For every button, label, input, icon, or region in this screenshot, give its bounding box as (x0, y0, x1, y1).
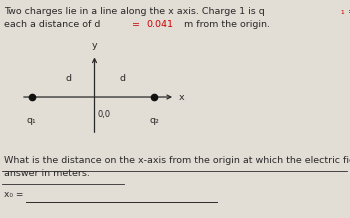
Text: ₁: ₁ (341, 7, 344, 16)
Text: y: y (92, 41, 97, 50)
Text: =: = (128, 20, 142, 29)
Text: Two charges lie in a line along the x axis. Charge 1 is q: Two charges lie in a line along the x ax… (4, 7, 265, 16)
Text: =: = (345, 7, 350, 16)
Text: q₁: q₁ (27, 116, 36, 124)
Text: q₂: q₂ (149, 116, 159, 124)
Text: d: d (119, 74, 126, 83)
Text: What is the distance on the x-axis from the origin at which the electric field w: What is the distance on the x-axis from … (4, 156, 350, 165)
Text: x: x (178, 92, 184, 102)
Text: 0.041: 0.041 (147, 20, 174, 29)
Text: x₀ =: x₀ = (4, 191, 23, 199)
Text: d: d (65, 74, 71, 83)
Text: m from the origin.: m from the origin. (181, 20, 271, 29)
Text: each a distance of d: each a distance of d (4, 20, 100, 29)
Text: answer in meters.: answer in meters. (4, 169, 90, 178)
Text: 0,0: 0,0 (97, 110, 111, 119)
